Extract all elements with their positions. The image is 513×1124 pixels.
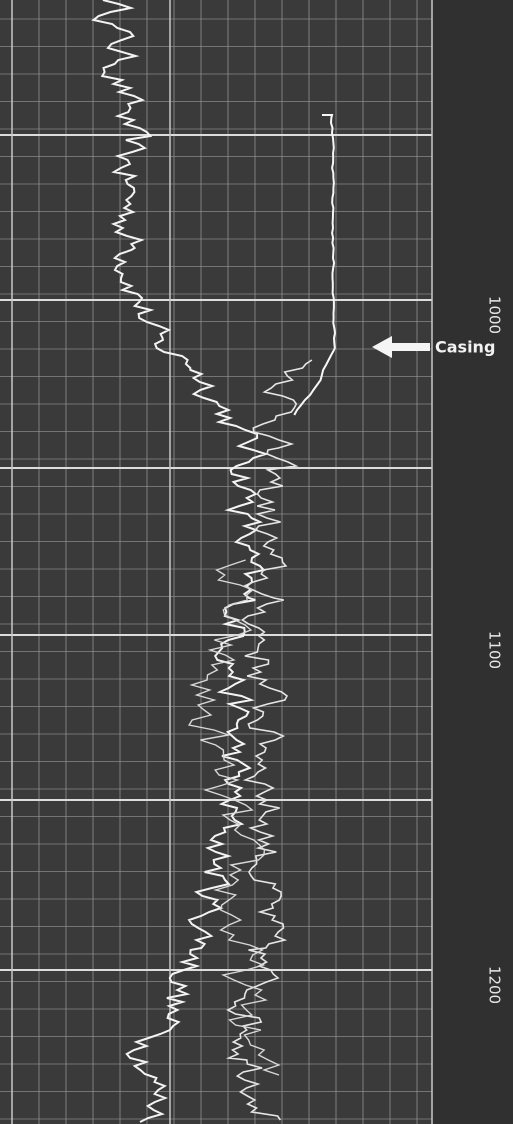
traces [91, 0, 337, 1123]
depth-label: 1200 [486, 966, 504, 1004]
trace [293, 114, 337, 416]
depth-label: 1000 [486, 296, 504, 334]
trace [187, 559, 281, 1076]
arrow [372, 336, 430, 358]
trace [91, 0, 270, 1123]
trace [225, 359, 313, 1121]
annotation: Casing [435, 338, 495, 357]
depth-label: 1100 [486, 631, 504, 669]
depth-strip [432, 0, 513, 1124]
